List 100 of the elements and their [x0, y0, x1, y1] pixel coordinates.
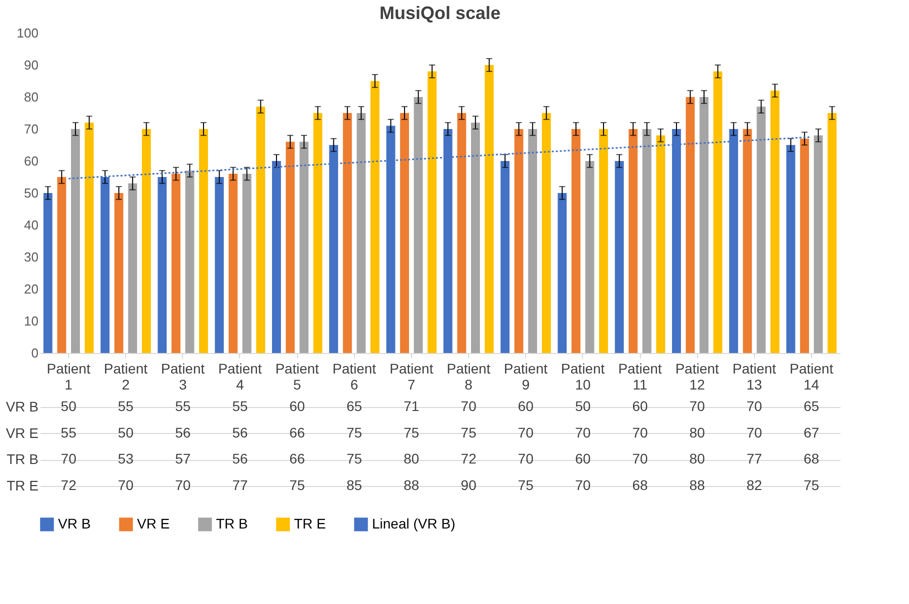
bar: [814, 135, 823, 353]
y-tick-label: 50: [24, 186, 38, 200]
bar: [128, 183, 138, 353]
bar: [313, 113, 322, 353]
data-label: 65: [346, 398, 362, 414]
data-label: 55: [175, 398, 191, 414]
data-label: 70: [518, 424, 534, 440]
bar: [70, 129, 80, 353]
bar: [470, 122, 480, 353]
x-tick-label: Patient 6: [332, 360, 376, 392]
x-tick-label: Patient 9: [504, 360, 548, 392]
data-label: 88: [404, 476, 420, 493]
bar: [457, 113, 466, 353]
bar: [528, 129, 538, 353]
data-label: 70: [746, 424, 762, 440]
data-label: 71: [404, 398, 420, 414]
x-tick-label: Patient 14: [790, 360, 834, 392]
data-label: 70: [632, 424, 648, 440]
legend-label: Lineal (VR B): [372, 515, 456, 532]
bar: [800, 138, 810, 353]
text: VR E: [6, 424, 38, 441]
data-label: 60: [575, 450, 591, 467]
text: TR B: [6, 451, 38, 468]
data-label: 70: [460, 398, 477, 414]
data-label: 66: [289, 450, 306, 467]
data-label: 88: [689, 476, 706, 493]
bar: [199, 129, 208, 353]
bar: [84, 122, 94, 353]
chart-title: MusiQol scale: [379, 3, 501, 23]
bar: [642, 129, 652, 353]
data-label: 70: [575, 424, 591, 440]
data-label: 70: [518, 450, 534, 467]
y-tick-label: 10: [24, 314, 38, 328]
bar: [742, 129, 752, 353]
data-label: 70: [118, 476, 134, 493]
data-label: 56: [232, 450, 248, 467]
legend-label: TR B: [216, 515, 248, 532]
data-label: 66: [289, 424, 306, 440]
data-label: 60: [518, 398, 534, 414]
data-label: 50: [60, 398, 77, 414]
bar: [756, 106, 766, 353]
data-label: 85: [346, 476, 362, 493]
legend-label: VR E: [137, 515, 170, 532]
bar: [228, 174, 238, 353]
bar: [342, 113, 352, 353]
bar: [828, 113, 837, 353]
bar: [514, 129, 524, 353]
x-tick-label: Patient 4: [218, 360, 262, 392]
y-tick-label: 80: [24, 90, 38, 104]
data-label: 70: [632, 450, 648, 467]
legend-label: VR B: [58, 515, 91, 532]
data-label: 55: [118, 398, 134, 414]
data-label: 75: [289, 476, 306, 493]
bar: [142, 129, 151, 353]
data-label: 67: [804, 424, 820, 440]
x-tick-label: Patient 3: [161, 360, 205, 392]
data-label: 77: [746, 450, 762, 467]
y-tick-label: 30: [24, 250, 38, 264]
y-tick-label: 70: [24, 122, 38, 136]
x-tick-label: Patient 11: [618, 360, 662, 392]
data-label: 75: [518, 476, 534, 493]
bar: [700, 97, 709, 353]
bar: [770, 90, 780, 353]
bar: [542, 113, 551, 353]
data-label: 50: [118, 424, 134, 440]
y-tick-label: 90: [24, 58, 38, 72]
data-label: 50: [575, 398, 591, 414]
bar: [356, 113, 366, 353]
x-tick-label: Patient 13: [732, 360, 776, 392]
data-label: 75: [460, 424, 477, 440]
data-label: 75: [346, 450, 362, 467]
bar: [256, 106, 266, 353]
bar: [286, 142, 295, 353]
bar: [185, 170, 194, 353]
data-label: 65: [804, 398, 820, 414]
bar: [114, 193, 124, 353]
data-label: 56: [232, 424, 248, 440]
data-label: 70: [60, 450, 77, 467]
bar: [656, 135, 666, 353]
x-tick-label: Patient 8: [446, 360, 490, 392]
y-tick-label: 60: [24, 154, 38, 168]
data-label: 77: [232, 476, 248, 493]
bar: [400, 113, 410, 353]
bar: [158, 177, 167, 353]
data-label: 75: [804, 476, 820, 493]
data-label: 80: [404, 450, 420, 467]
text: TR E: [6, 477, 38, 494]
data-label: 68: [632, 476, 648, 493]
data-label: 82: [746, 476, 762, 493]
x-tick-label: Patient 7: [390, 360, 434, 392]
data-label: 55: [232, 398, 248, 414]
y-tick-label: 100: [16, 26, 38, 40]
data-label: 70: [575, 476, 591, 493]
data-label: 75: [346, 424, 362, 440]
bar: [786, 145, 796, 353]
bar: [43, 193, 52, 353]
data-label: 60: [632, 398, 648, 414]
y-tick-label: 20: [24, 282, 38, 296]
data-label: 72: [60, 476, 77, 493]
data-label: 70: [689, 398, 706, 414]
